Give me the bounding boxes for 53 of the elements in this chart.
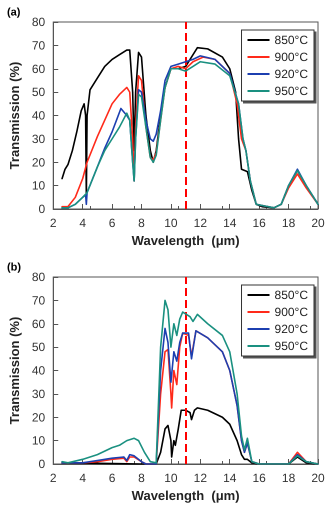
y-tick-label: 60 <box>32 316 46 331</box>
x-tick-label: 18 <box>282 216 296 230</box>
legend-label: 900°C <box>274 50 308 64</box>
x-tick-label: 8 <box>138 471 146 485</box>
x-tick-label: 2 <box>50 216 57 230</box>
x-tick-label: 14 <box>223 471 237 485</box>
y-tick-label: 70 <box>32 38 46 52</box>
x-tick-label: 12 <box>194 216 208 230</box>
y-tick-label: 70 <box>32 293 46 308</box>
x-tick-label: 4 <box>79 216 86 230</box>
y-tick-label: 60 <box>32 62 46 76</box>
legend-label: 920°C <box>274 67 308 81</box>
legend-label: 950°C <box>274 84 308 98</box>
y-tick-label: 30 <box>32 386 46 401</box>
x-axis-title: Wavelength (μm) <box>132 232 240 248</box>
y-tick-label: 20 <box>32 155 46 170</box>
x-tick-label: 16 <box>252 216 266 230</box>
legend-label: 900°C <box>274 305 308 319</box>
x-tick-label: 20 <box>311 471 325 485</box>
x-tick-label: 10 <box>164 471 178 485</box>
y-tick-label: 50 <box>32 85 46 100</box>
x-axis-title: Wavelength (μm) <box>132 488 240 503</box>
chart-title: (b) <box>7 262 22 274</box>
x-tick-label: 6 <box>108 216 116 230</box>
x-tick-label: 20 <box>311 216 325 230</box>
legend-label: 850°C <box>274 288 308 302</box>
y-tick-label: 30 <box>32 132 46 146</box>
x-tick-label: 6 <box>108 471 116 485</box>
y-axis-title: Transmission (%) <box>7 62 22 170</box>
x-tick-label: 10 <box>164 216 178 230</box>
y-tick-label: 10 <box>32 434 46 448</box>
y-tick-label: 80 <box>32 15 46 29</box>
x-tick-label: 18 <box>282 471 296 485</box>
legend-label: 920°C <box>274 322 308 336</box>
y-tick-label: 50 <box>32 340 46 354</box>
y-tick-label: 20 <box>32 410 46 424</box>
y-tick-label: 10 <box>32 178 46 193</box>
y-tick-label: 0 <box>38 457 46 471</box>
legend-label: 850°C <box>274 33 308 47</box>
x-tick-label: 12 <box>194 471 208 485</box>
x-tick-label: 2 <box>50 471 57 485</box>
y-tick-label: 0 <box>38 202 46 216</box>
y-tick-label: 40 <box>32 108 46 122</box>
x-tick-label: 14 <box>223 216 237 230</box>
x-tick-label: 16 <box>252 471 266 485</box>
legend-label: 950°C <box>274 339 308 353</box>
line-series <box>61 300 319 465</box>
x-tick-label: 4 <box>79 471 86 485</box>
x-tick-label: 8 <box>138 216 146 230</box>
y-tick-label: 80 <box>32 270 46 284</box>
y-axis-title: Transmission (%) <box>7 316 22 424</box>
chart-title: (a) <box>7 6 21 18</box>
y-tick-label: 40 <box>32 364 46 378</box>
